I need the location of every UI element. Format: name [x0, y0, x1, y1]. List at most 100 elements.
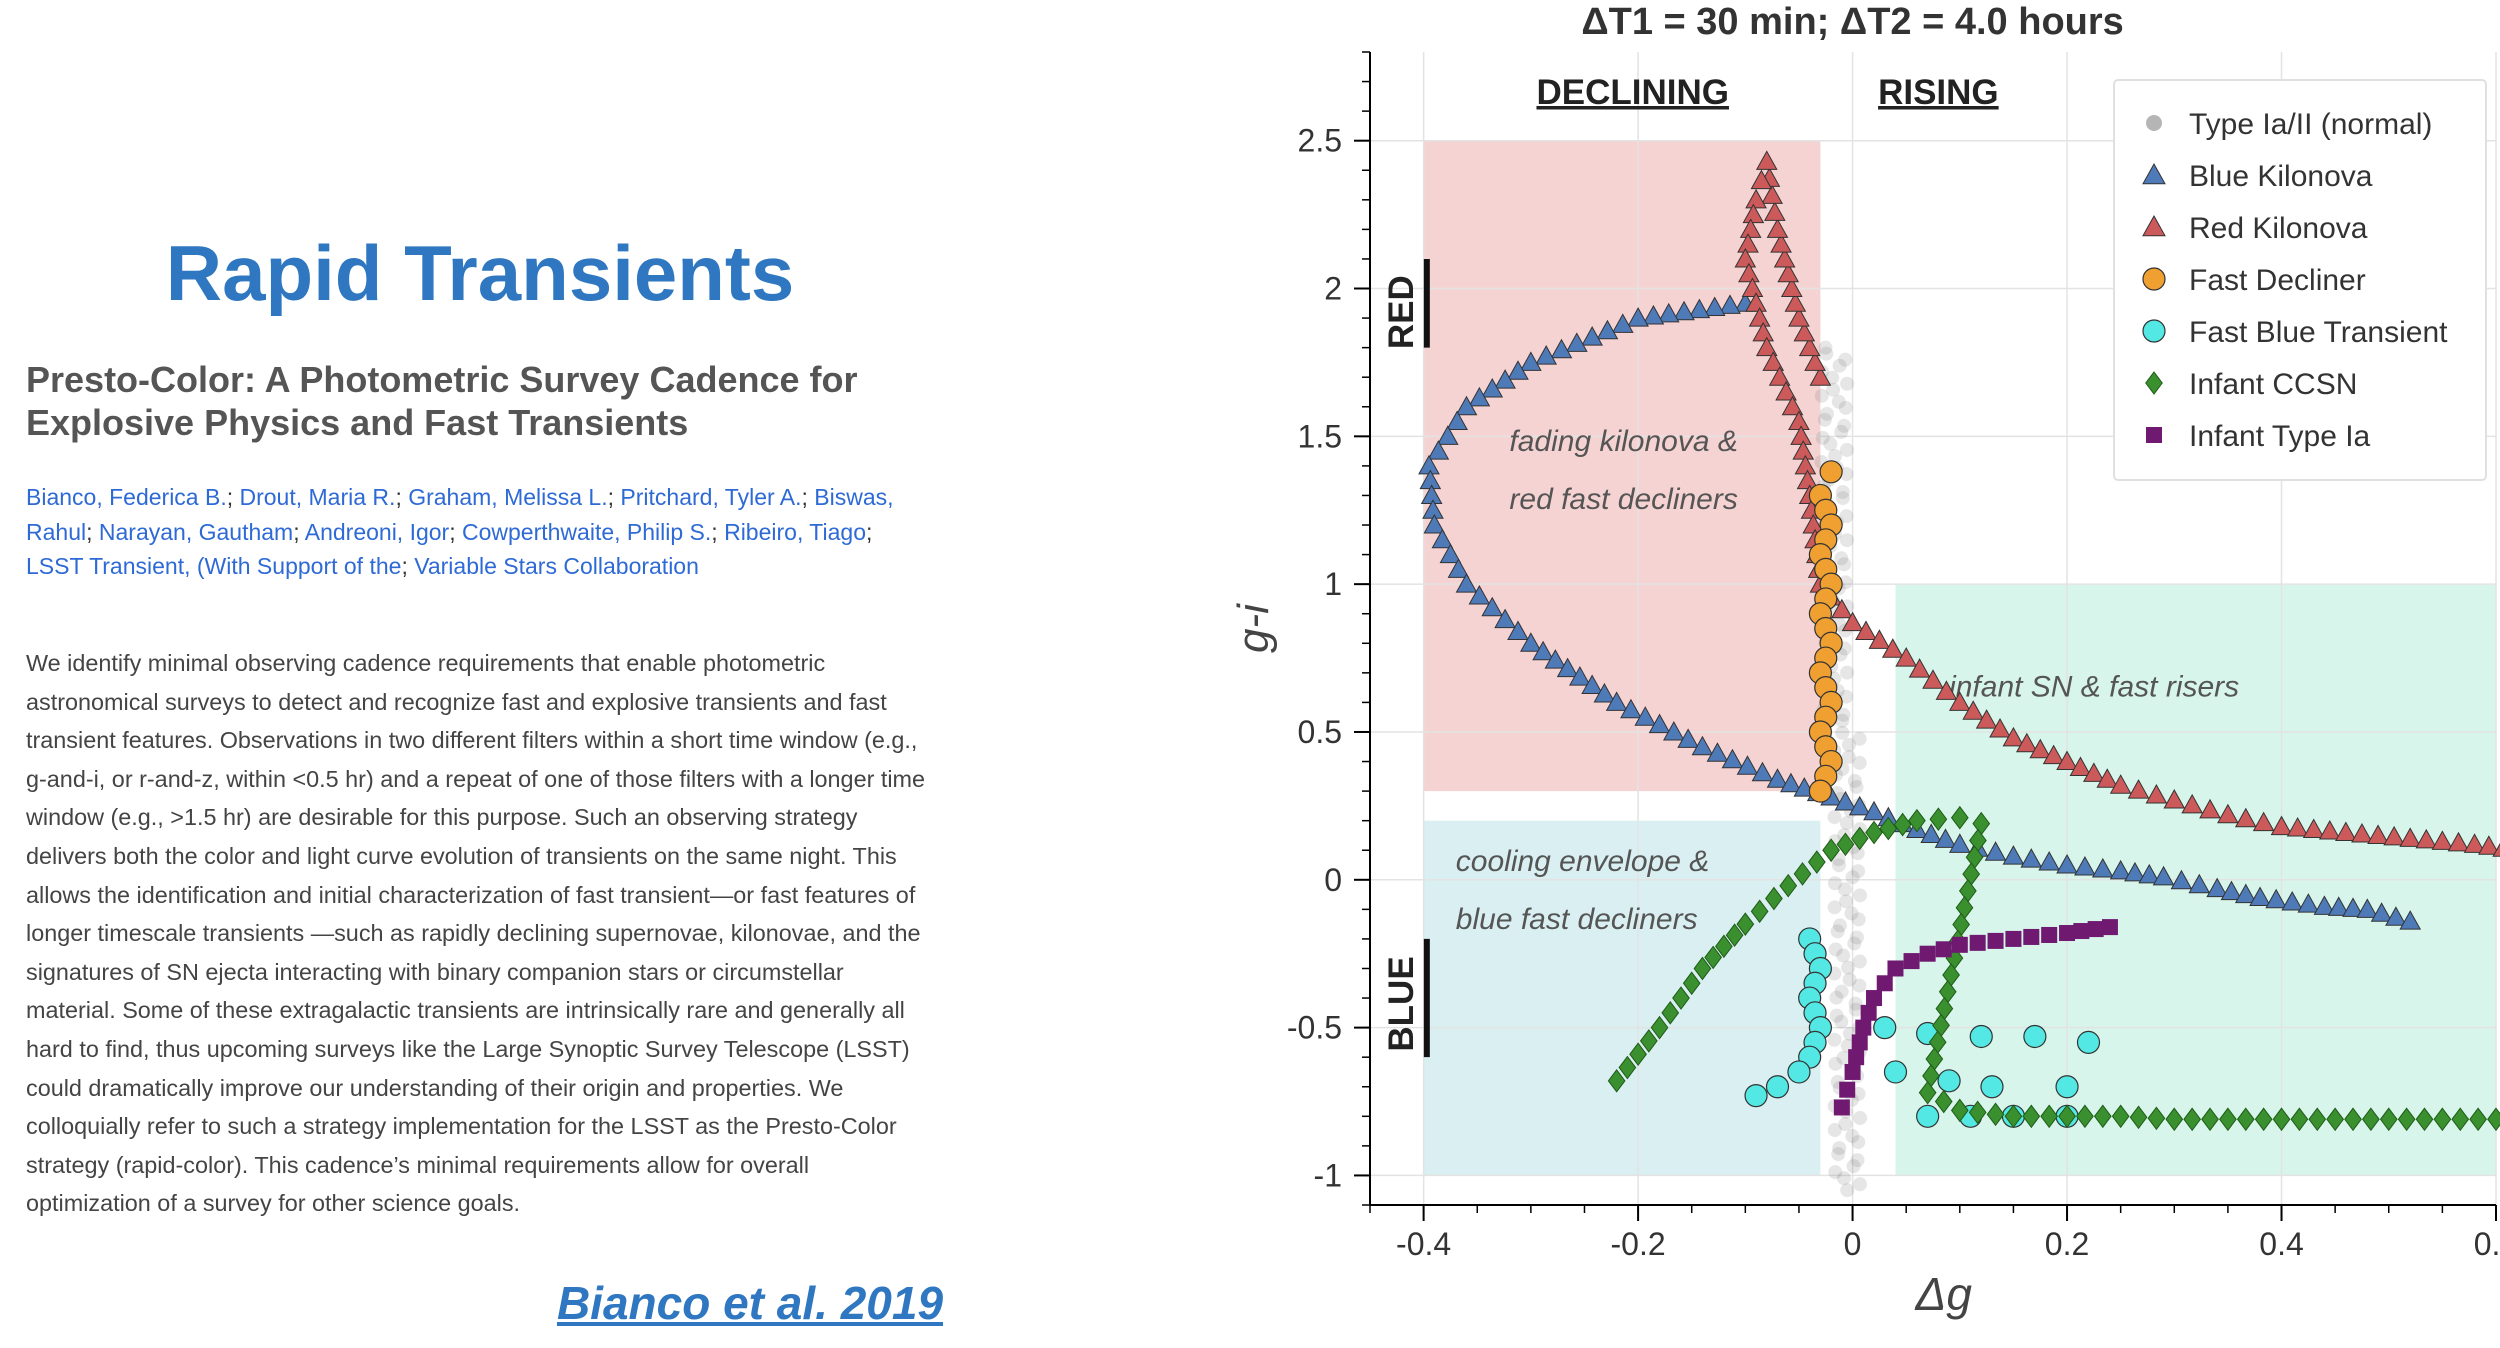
author-link[interactable]: Narayan, Gautham	[98, 518, 294, 545]
data-point	[1839, 467, 1854, 482]
data-point	[1494, 369, 1516, 389]
data-point	[1934, 828, 1957, 848]
data-point	[1822, 838, 1840, 863]
legend-label: Blue Kilonova	[2189, 160, 2373, 193]
data-point	[2399, 827, 2422, 847]
data-point	[1918, 1080, 1937, 1105]
data-point	[2170, 869, 2193, 890]
x-axis-title: Δg	[1914, 1268, 1972, 1320]
legend-marker	[2142, 319, 2166, 343]
author-separator: ;	[86, 518, 99, 545]
data-point	[1848, 1002, 1863, 1017]
data-point	[1922, 669, 1944, 689]
data-point	[1893, 812, 1912, 837]
data-point	[1838, 400, 1853, 415]
data-point	[1765, 886, 1783, 911]
legend-marker	[2146, 427, 2162, 443]
legend-marker	[2146, 115, 2162, 131]
legend-label: Fast Blue Transient	[2189, 316, 2448, 349]
region-label: blue fast decliners	[1456, 903, 1698, 936]
y-tick-label: 0	[1324, 862, 1342, 898]
data-point	[2181, 793, 2204, 814]
data-point	[2249, 886, 2271, 907]
data-point	[1852, 954, 1867, 969]
data-point	[1618, 1055, 1637, 1080]
data-point	[1935, 941, 1952, 958]
author-link[interactable]: LSST Transient, (With Support of the	[26, 553, 402, 579]
data-point	[1605, 691, 1628, 711]
legend-box	[2113, 79, 2487, 481]
data-point	[1737, 233, 1759, 253]
data-point	[1761, 184, 1783, 204]
data-point	[1741, 277, 1764, 298]
data-point	[2055, 1075, 2079, 1099]
data-point	[2433, 1107, 2452, 1132]
author-link[interactable]: Ribeiro, Tiago	[724, 518, 866, 545]
data-point	[1852, 978, 1867, 993]
data-point	[2415, 828, 2438, 849]
data-point	[1817, 412, 1832, 427]
data-point	[2091, 857, 2114, 878]
data-point	[2281, 890, 2304, 911]
data-point	[2059, 925, 2076, 942]
data-point	[2451, 1107, 2470, 1132]
data-point	[1908, 808, 1926, 833]
data-point	[2397, 1107, 2416, 1132]
data-point	[1841, 737, 1856, 752]
author-link[interactable]: Drout, Maria R.	[239, 484, 396, 510]
data-point	[1837, 418, 1852, 433]
data-point	[1661, 1000, 1680, 1025]
legend-label: Type Ia/II (normal)	[2189, 108, 2432, 141]
legend-marker	[2142, 214, 2166, 237]
data-point	[1455, 573, 1478, 593]
data-point	[1848, 1049, 1865, 1066]
data-point	[1836, 1171, 1851, 1186]
data-point	[2383, 825, 2405, 846]
data-point	[1838, 1117, 1853, 1132]
author-link[interactable]: Cowperthwaite, Philip S.	[462, 518, 712, 545]
data-point	[1832, 358, 1847, 373]
data-point	[1738, 262, 1760, 283]
author-link[interactable]: Bianco, Federica B.	[26, 484, 227, 510]
data-point	[1876, 975, 1893, 992]
data-point	[1721, 748, 1744, 769]
data-point	[1455, 395, 1478, 416]
author-link[interactable]: Biswas, Rahul	[26, 484, 894, 545]
legend-marker	[2142, 162, 2166, 185]
author-link[interactable]: Graham, Melissa L.	[408, 484, 608, 510]
data-point	[1980, 1075, 2004, 1099]
data-point	[1934, 1089, 1953, 1114]
legend-label: Infant CCSN	[2189, 368, 2357, 401]
author-link[interactable]: Pritchard, Tyler A.	[620, 484, 802, 510]
data-point	[2201, 1107, 2219, 1132]
author-link[interactable]: Variable Stars Collaboration	[414, 553, 699, 579]
author-link[interactable]: Andreoni, Igor	[304, 518, 450, 545]
data-point	[1844, 906, 1859, 921]
data-point	[1781, 395, 1804, 416]
citation-link[interactable]: Bianco et al. 2019	[556, 1277, 944, 1329]
data-point	[1468, 584, 1491, 605]
data-point	[1763, 201, 1786, 221]
data-point	[2220, 880, 2243, 901]
legend-label: Fast Decliner	[2189, 264, 2366, 297]
data-point	[1865, 820, 1883, 845]
data-point	[1826, 382, 1841, 397]
data-point	[1593, 682, 1616, 703]
y-axis-title: g-i	[1230, 603, 1278, 653]
x-tick-label: 0.6	[2474, 1226, 2500, 1262]
data-point	[1704, 945, 1723, 970]
data-point	[1819, 460, 1843, 484]
x-tick-label: 0.2	[2045, 1226, 2089, 1262]
data-point	[1748, 307, 1771, 327]
data-point	[2308, 1107, 2327, 1132]
data-point	[1693, 956, 1712, 981]
data-point	[1841, 960, 1856, 975]
data-point	[1765, 1075, 1790, 1099]
data-point	[1793, 321, 1816, 342]
data-point	[1648, 713, 1671, 734]
data-point	[2005, 930, 2022, 947]
data-point	[1752, 321, 1775, 342]
scatter-chart: fading kilonova & red fast decliners infan…	[1230, 1, 2500, 1320]
data-point	[2297, 893, 2320, 913]
author-separator: ;	[226, 484, 240, 510]
